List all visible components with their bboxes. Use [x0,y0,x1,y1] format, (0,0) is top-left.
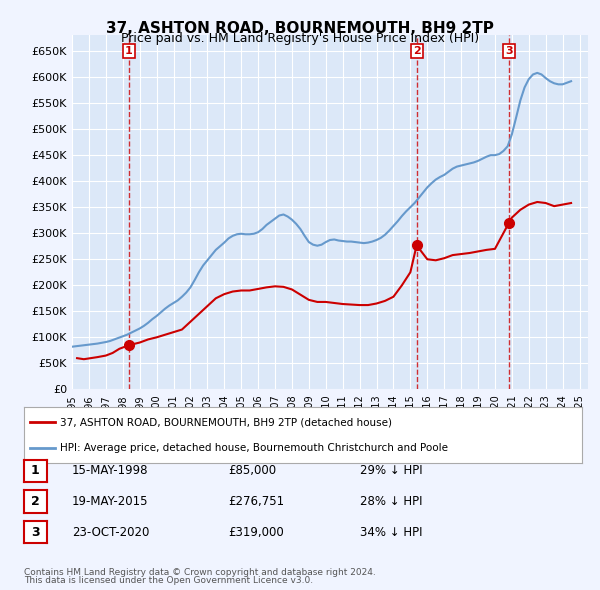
Text: 1: 1 [31,464,40,477]
Text: £85,000: £85,000 [228,464,276,477]
Text: 23-OCT-2020: 23-OCT-2020 [72,526,149,539]
Text: 15-MAY-1998: 15-MAY-1998 [72,464,149,477]
Text: This data is licensed under the Open Government Licence v3.0.: This data is licensed under the Open Gov… [24,576,313,585]
Text: HPI: Average price, detached house, Bournemouth Christchurch and Poole: HPI: Average price, detached house, Bour… [60,443,448,453]
Text: 3: 3 [505,46,512,56]
Text: £319,000: £319,000 [228,526,284,539]
Text: 1: 1 [125,46,133,56]
Text: 29% ↓ HPI: 29% ↓ HPI [360,464,422,477]
Text: 37, ASHTON ROAD, BOURNEMOUTH, BH9 2TP: 37, ASHTON ROAD, BOURNEMOUTH, BH9 2TP [106,21,494,35]
Text: £276,751: £276,751 [228,495,284,508]
Text: Price paid vs. HM Land Registry's House Price Index (HPI): Price paid vs. HM Land Registry's House … [121,32,479,45]
Text: 2: 2 [31,495,40,508]
Text: 2: 2 [413,46,421,56]
Text: 37, ASHTON ROAD, BOURNEMOUTH, BH9 2TP (detached house): 37, ASHTON ROAD, BOURNEMOUTH, BH9 2TP (d… [60,417,392,427]
Text: 19-MAY-2015: 19-MAY-2015 [72,495,149,508]
Text: 3: 3 [31,526,40,539]
Text: 34% ↓ HPI: 34% ↓ HPI [360,526,422,539]
Text: Contains HM Land Registry data © Crown copyright and database right 2024.: Contains HM Land Registry data © Crown c… [24,568,376,577]
Text: 28% ↓ HPI: 28% ↓ HPI [360,495,422,508]
